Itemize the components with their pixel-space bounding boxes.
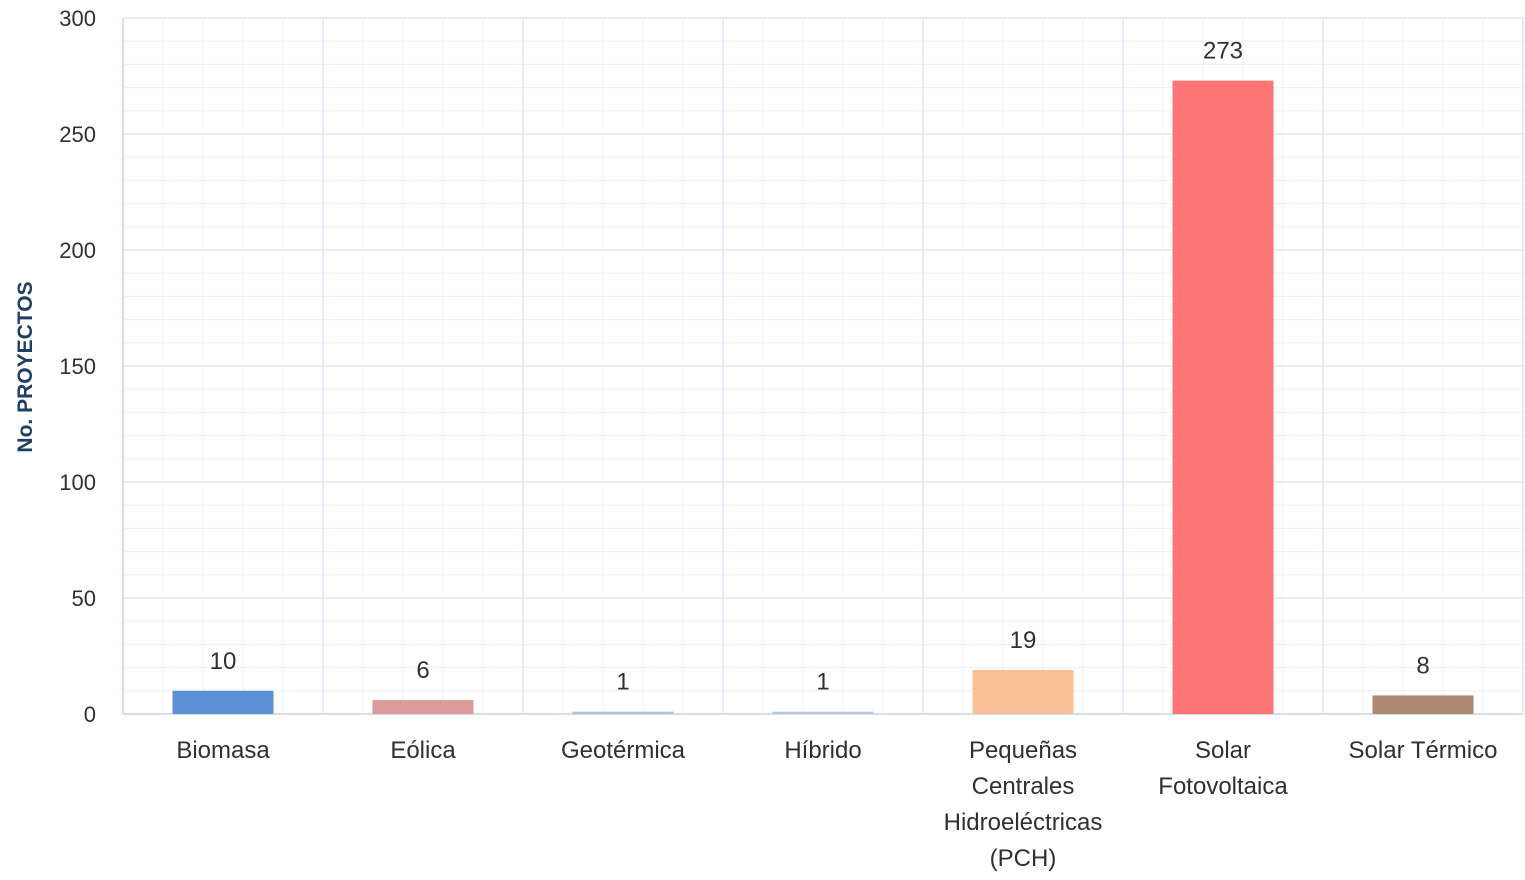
bar xyxy=(372,700,474,714)
y-axis-title: No. PROYECTOS xyxy=(14,281,37,452)
x-category-label-line: Eólica xyxy=(390,737,456,764)
data-label: 8 xyxy=(1416,652,1429,679)
x-category-label-line: Centrales xyxy=(972,773,1075,800)
x-category-label-line: Solar xyxy=(1195,737,1251,764)
x-category-label-line: Pequeñas xyxy=(969,737,1077,764)
x-category-label: Solar Fotovoltaica xyxy=(1158,737,1288,800)
data-label: 6 xyxy=(416,657,429,684)
data-label: 1 xyxy=(616,669,629,696)
x-category-label: Eólica xyxy=(390,737,456,764)
x-category-label: Geotérmica xyxy=(561,737,686,764)
y-tick-label: 50 xyxy=(72,586,96,611)
x-category-label: Biomasa xyxy=(176,737,270,764)
grid-layer xyxy=(122,17,1524,715)
data-label: 10 xyxy=(210,648,237,675)
y-tick-label: 0 xyxy=(84,702,96,727)
x-category-label-line: Híbrido xyxy=(784,737,861,764)
labels-layer: 0 50 100 150 200 250 300 10 Biomasa 6 Eólica 1 Geoté… xyxy=(59,6,1497,872)
bar xyxy=(772,711,874,714)
data-label: 273 xyxy=(1203,38,1243,65)
bar xyxy=(1372,695,1474,714)
y-tick-label: 150 xyxy=(59,354,96,379)
x-category-label-line: Fotovoltaica xyxy=(1158,773,1288,800)
x-category-label-line: Solar Térmico xyxy=(1349,737,1498,764)
data-label: 1 xyxy=(816,669,829,696)
bar xyxy=(172,690,274,714)
x-category-label-line: Geotérmica xyxy=(561,737,686,764)
x-category-label-line: Hidroeléctricas xyxy=(944,809,1103,836)
y-tick-label: 100 xyxy=(59,470,96,495)
x-category-label-line: (PCH) xyxy=(990,845,1057,872)
y-tick-label: 250 xyxy=(59,122,96,147)
y-tick-label: 300 xyxy=(59,6,96,31)
x-category-label: Solar Térmico xyxy=(1349,737,1498,764)
bar xyxy=(972,669,1074,714)
bar xyxy=(572,711,674,714)
x-category-label-line: Biomasa xyxy=(176,737,270,764)
y-tick-label: 200 xyxy=(59,238,96,263)
x-category-label: Híbrido xyxy=(784,737,861,764)
bars-layer xyxy=(172,80,1474,714)
x-category-label: Pequeñas Centrales Hidroeléctricas (PCH) xyxy=(944,737,1103,872)
data-label: 19 xyxy=(1010,627,1037,654)
bar xyxy=(1172,80,1274,714)
